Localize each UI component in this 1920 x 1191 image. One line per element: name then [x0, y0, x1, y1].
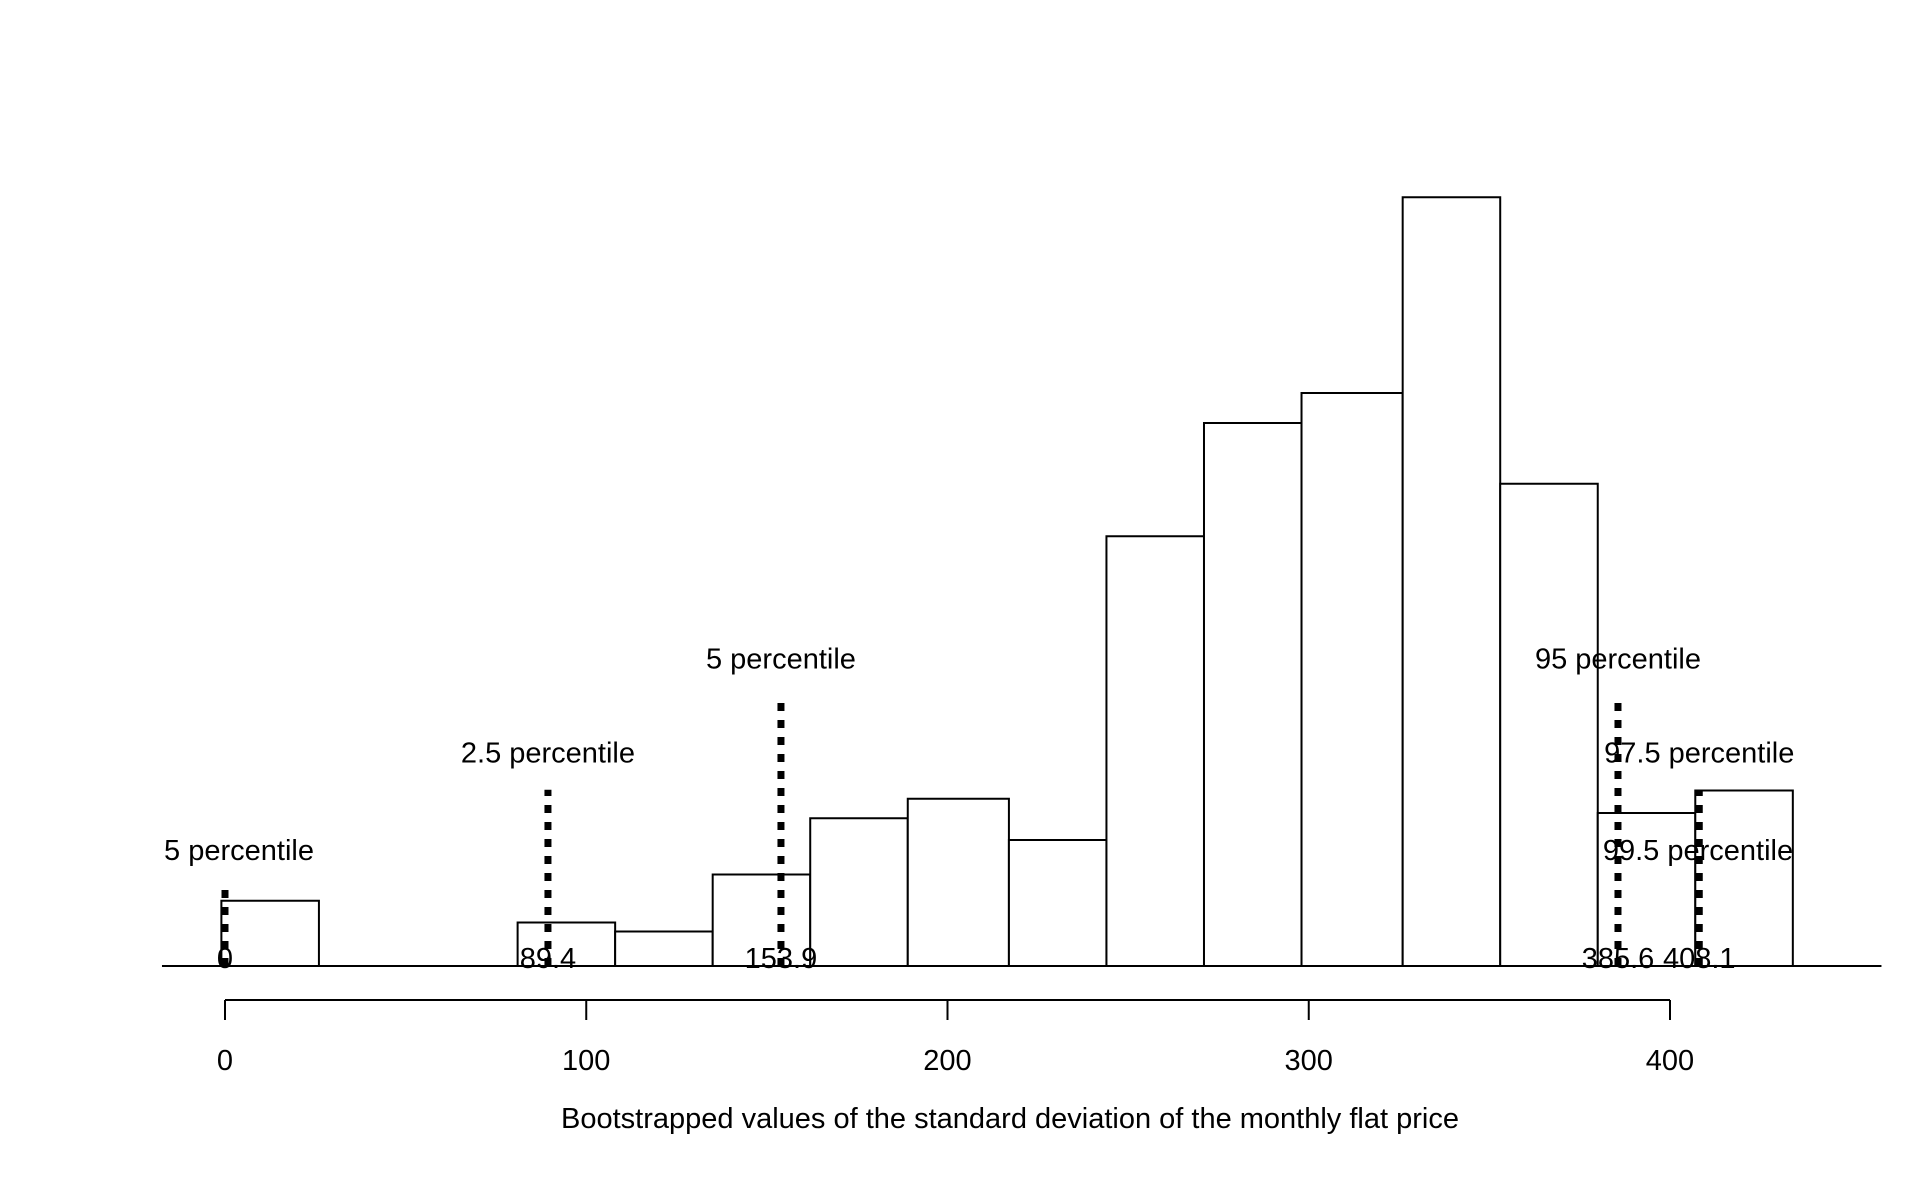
histogram-bar-15 [1694, 789, 1794, 967]
percentile-label-0: 5 percentile [164, 835, 314, 867]
x-tick-label-3: 300 [1285, 1045, 1333, 1077]
histogram-bars [220, 196, 1794, 967]
histogram-bar-9 [1105, 535, 1205, 967]
percentile-lines [221, 696, 1703, 966]
percentile-label-2: 5 percentile [706, 644, 856, 676]
histogram-bar-7 [906, 797, 1010, 967]
x-axis: 0 100 200 300 400 [217, 999, 1694, 1077]
histogram-bar-4 [614, 930, 714, 967]
histogram-bar-5 [711, 873, 812, 967]
x-tick-label-1: 100 [562, 1045, 610, 1077]
histogram-bar-11 [1300, 392, 1404, 967]
percentile-value-2: 153.9 [745, 943, 818, 975]
histogram-bar-10 [1202, 422, 1303, 967]
x-tick-label-4: 400 [1646, 1045, 1694, 1077]
percentile-label-3: 95 percentile [1535, 644, 1701, 676]
x-tick-label-0: 0 [217, 1045, 233, 1077]
percentile-value-labels: 0 89.4 153.9 385.6 408.1 [217, 943, 1736, 975]
percentile-labels: 5 percentile 2.5 percentile 5 percentile 95… [164, 644, 1794, 867]
x-axis-label: Bootstrapped values of the standard devi… [561, 1103, 1459, 1135]
percentile-label-5: 99.5 percentile [1603, 835, 1793, 867]
histogram-bar-8 [1007, 839, 1108, 967]
percentile-label-1: 2.5 percentile [461, 737, 635, 769]
percentile-value-1: 89.4 [520, 943, 576, 975]
percentile-label-4: 97.5 percentile [1604, 737, 1794, 769]
percentile-value-4: 408.1 [1663, 943, 1736, 975]
x-tick-label-2: 200 [923, 1045, 971, 1077]
histogram-bar-3 [516, 921, 617, 967]
histogram-bar-0 [220, 899, 320, 967]
histogram-bar-13 [1499, 482, 1599, 967]
histogram-bar-12 [1401, 196, 1502, 967]
percentile-value-3: 385.6 [1582, 943, 1655, 975]
percentile-value-0: 0 [217, 943, 233, 975]
histogram-bar-14 [1596, 812, 1697, 967]
histogram-bar-6 [809, 817, 909, 967]
